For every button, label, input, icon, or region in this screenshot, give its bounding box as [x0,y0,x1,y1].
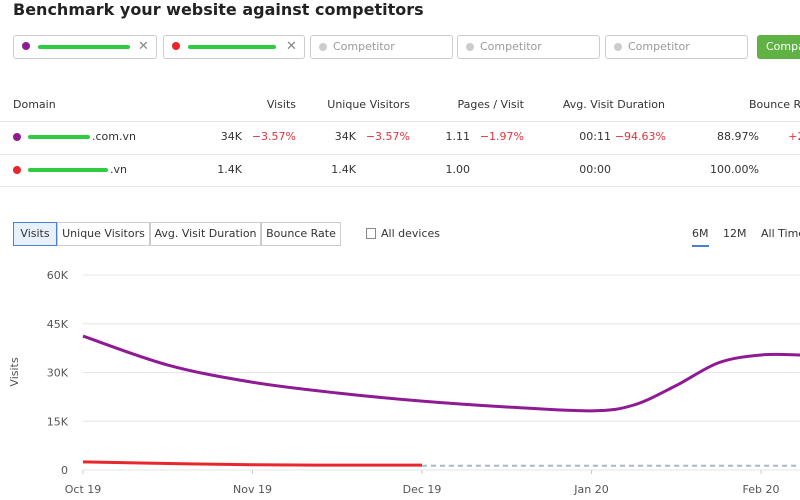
column-header: Domain [13,98,56,111]
series-line [82,334,800,413]
placeholder: Competitor [480,40,542,53]
column-header: Bounce Rate [749,98,800,111]
y-tick-label: 60K [47,269,69,282]
row-divider [0,121,800,122]
compare-button[interactable]: Compare [757,35,800,59]
metric-value: 34K [334,130,356,143]
redaction [38,45,130,49]
metric-value: 00:00 [579,163,611,176]
x-tick-label: Jan 20 [573,483,608,496]
metric-value: 1.4K [217,163,242,176]
metric-value: 34K [220,130,242,143]
metric-change: −94.63% [614,130,666,143]
remove-icon[interactable]: ✕ [286,39,297,54]
devices-icon [366,228,376,239]
metric-value: 100.00% [710,163,759,176]
metric-value: 1.00 [445,163,471,176]
placeholder: Competitor [628,40,690,53]
remove-icon[interactable]: ✕ [138,39,149,54]
metric-change: −1.97% [479,130,524,143]
page-title: Benchmark your website against competito… [13,0,424,19]
metric-tab[interactable]: Visits [13,222,57,246]
color-dot [319,43,327,51]
color-dot [614,43,622,51]
devices-filter[interactable]: All devices [381,227,440,240]
domain[interactable]: .com.vn [92,130,136,143]
x-tick-label: Nov 19 [233,483,272,496]
redaction [188,45,276,49]
column-header: Visits [266,98,296,111]
column-header: Pages / Visit [457,98,525,111]
competitor-input[interactable]: Competitor [457,35,600,59]
x-tick-label: Oct 19 [65,483,102,496]
x-tick-label: Feb 20 [743,483,780,496]
color-dot [22,42,30,50]
placeholder: Competitor [333,40,395,53]
period-tab[interactable]: 6M [692,227,709,240]
metric-tab[interactable]: Unique Visitors [57,222,150,246]
period-tab[interactable]: 12M [723,227,747,240]
metric-tab[interactable]: Bounce Rate [261,222,341,246]
period-tab[interactable]: All Time [761,227,800,240]
competitor-chip[interactable]: ✕ [163,35,305,59]
metric-change: −3.57% [365,130,410,143]
competitor-input[interactable]: Competitor [605,35,748,59]
y-axis-label: Visits [8,357,21,386]
competitor-chip[interactable]: ✕ [13,35,157,59]
color-dot [13,133,21,141]
column-header: Avg. Visit Duration [562,98,665,111]
metric-value: 88.97% [717,130,759,143]
color-dot [172,42,180,50]
column-header: Unique Visitors [327,98,410,111]
redaction [28,135,90,139]
color-dot [13,166,21,174]
metric-tab[interactable]: Avg. Visit Duration [150,222,261,246]
y-tick-label: 30K [47,367,69,380]
metric-value: 1.11 [445,130,471,143]
y-tick-label: 45K [47,318,69,331]
x-tick-label: Dec 19 [403,483,442,496]
domain[interactable]: .vn [110,163,127,176]
metric-change: +2.2 [788,130,800,143]
active-underline [692,245,709,247]
row-divider [0,186,800,187]
y-tick-label: 0 [61,464,68,477]
y-tick-label: 15K [47,415,69,428]
metric-value: 1.4K [331,163,356,176]
metric-value: 00:11 [579,130,611,143]
redaction [28,168,108,172]
row-divider [0,154,800,155]
competitor-input[interactable]: Competitor [310,35,453,59]
metric-change: −3.57% [251,130,296,143]
series-line [82,460,423,467]
color-dot [466,43,474,51]
